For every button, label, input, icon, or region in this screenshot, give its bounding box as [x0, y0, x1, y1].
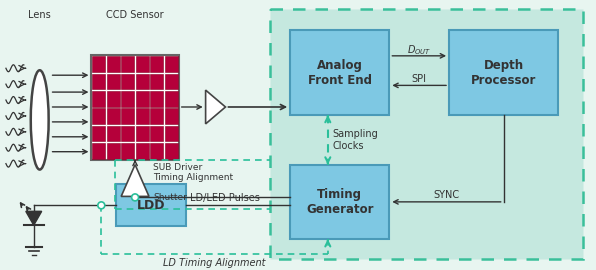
Bar [136, 91, 149, 107]
Bar [92, 56, 105, 72]
Bar [122, 91, 134, 107]
Bar [92, 108, 105, 124]
Bar [92, 126, 105, 141]
Bar [290, 31, 389, 115]
Circle shape [132, 194, 138, 201]
Polygon shape [206, 90, 225, 124]
Text: LD/LED Pulses: LD/LED Pulses [190, 193, 260, 203]
Bar [150, 108, 163, 124]
Bar [116, 184, 186, 226]
Polygon shape [121, 165, 149, 196]
Text: LDD: LDD [136, 199, 165, 212]
Bar [165, 108, 178, 124]
Bar [449, 31, 558, 115]
Bar [122, 108, 134, 124]
Text: Analog
Front End: Analog Front End [308, 59, 372, 87]
Bar [122, 143, 134, 159]
Bar [165, 143, 178, 159]
Bar [150, 56, 163, 72]
Bar [165, 91, 178, 107]
Bar [150, 91, 163, 107]
Bar [136, 108, 149, 124]
Text: Timing
Generator: Timing Generator [306, 188, 374, 216]
Text: LD Timing Alignment: LD Timing Alignment [163, 258, 266, 268]
Bar [92, 73, 105, 89]
Bar [92, 91, 105, 107]
Bar [165, 126, 178, 141]
Bar [91, 55, 179, 160]
Bar [92, 143, 105, 159]
Text: CCD Sensor: CCD Sensor [106, 10, 164, 20]
Bar [270, 9, 583, 259]
Bar [290, 165, 389, 239]
Polygon shape [26, 211, 42, 225]
Text: SPI: SPI [412, 75, 427, 85]
Bar [107, 108, 120, 124]
Bar [150, 73, 163, 89]
Text: Lens: Lens [29, 10, 51, 20]
Bar [122, 56, 134, 72]
Bar [136, 126, 149, 141]
Bar [122, 73, 134, 89]
Text: $D_{OUT}$: $D_{OUT}$ [407, 43, 432, 57]
Bar [165, 73, 178, 89]
Bar [107, 56, 120, 72]
Bar [107, 91, 120, 107]
Bar [107, 73, 120, 89]
Bar [136, 143, 149, 159]
Text: Sampling
Clocks: Sampling Clocks [333, 129, 378, 151]
Bar [165, 56, 178, 72]
Circle shape [98, 202, 105, 209]
Bar [107, 126, 120, 141]
Bar [107, 143, 120, 159]
Bar [122, 126, 134, 141]
Text: SYNC: SYNC [433, 190, 460, 200]
Text: Depth
Processor: Depth Processor [471, 59, 536, 87]
Text: SUB Driver
Timing Alignment: SUB Driver Timing Alignment [153, 163, 233, 182]
Ellipse shape [31, 70, 49, 170]
Bar [136, 73, 149, 89]
Bar [150, 126, 163, 141]
Bar [150, 143, 163, 159]
Bar [136, 56, 149, 72]
Text: Shutter: Shutter [153, 193, 187, 202]
